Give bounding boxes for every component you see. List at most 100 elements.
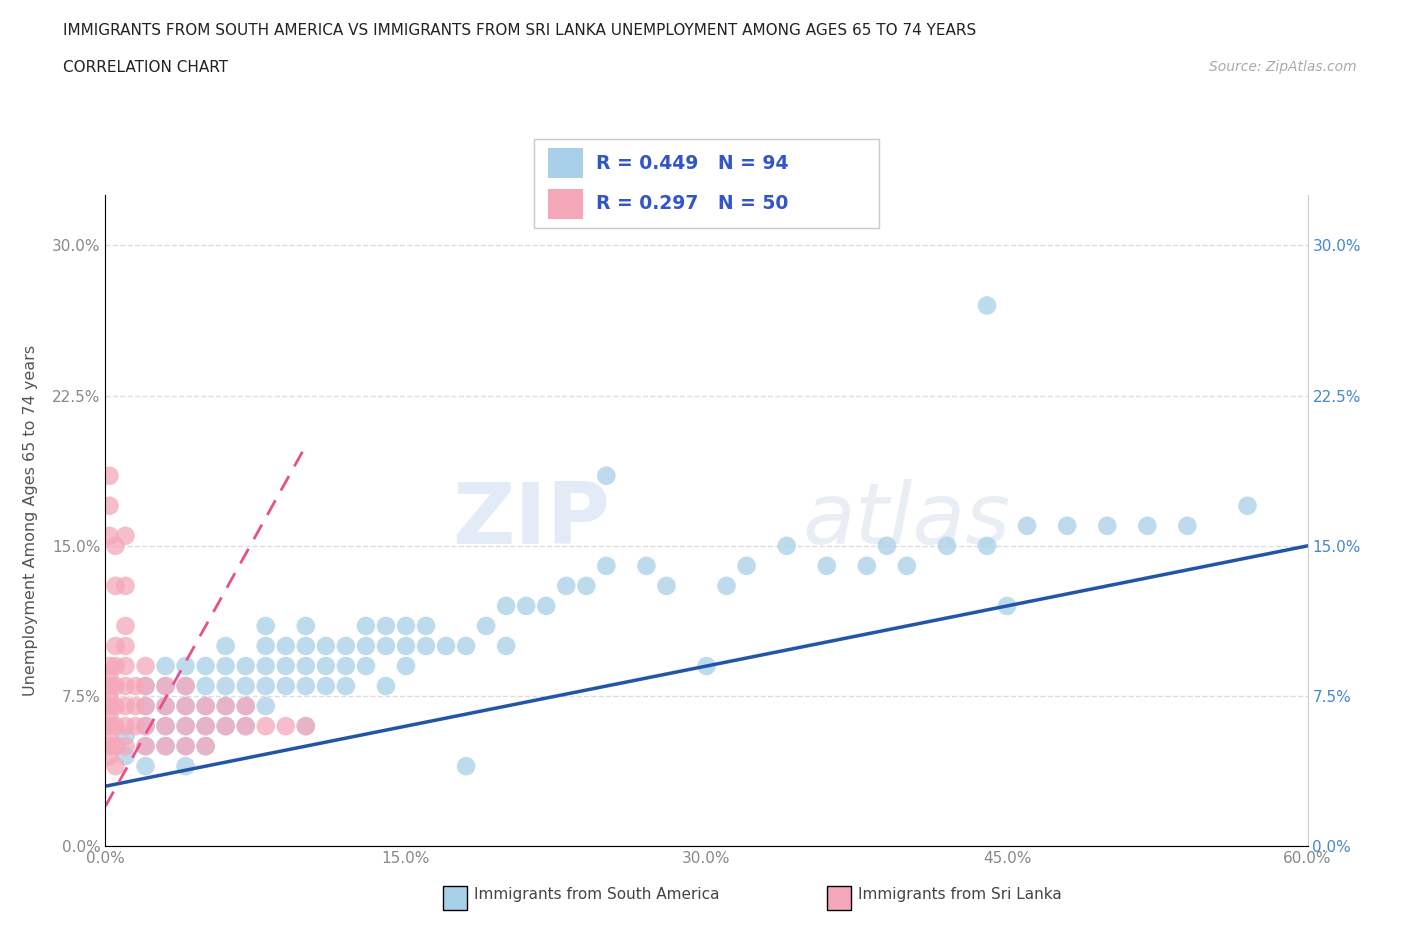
- Point: [295, 719, 318, 734]
- Point: [214, 719, 236, 734]
- Point: [114, 738, 136, 753]
- Point: [98, 749, 121, 764]
- Point: [295, 639, 318, 654]
- Point: [976, 298, 998, 312]
- Point: [174, 679, 197, 694]
- Point: [114, 658, 136, 673]
- Point: [575, 578, 598, 593]
- Point: [534, 599, 557, 614]
- Point: [235, 698, 257, 713]
- Point: [936, 538, 959, 553]
- Point: [155, 658, 177, 673]
- Point: [104, 679, 127, 694]
- Point: [395, 639, 418, 654]
- Point: [114, 578, 136, 593]
- FancyBboxPatch shape: [548, 149, 582, 179]
- Point: [636, 558, 658, 573]
- Point: [194, 679, 217, 694]
- Point: [174, 719, 197, 734]
- Point: [135, 658, 157, 673]
- Point: [696, 658, 718, 673]
- Text: CORRELATION CHART: CORRELATION CHART: [63, 60, 228, 75]
- Point: [254, 679, 277, 694]
- Point: [1136, 518, 1159, 533]
- Point: [274, 658, 297, 673]
- Point: [114, 618, 136, 633]
- Point: [174, 698, 197, 713]
- Point: [896, 558, 918, 573]
- Point: [274, 719, 297, 734]
- Point: [1097, 518, 1119, 533]
- Point: [515, 599, 537, 614]
- Point: [194, 719, 217, 734]
- Point: [235, 719, 257, 734]
- Point: [174, 738, 197, 753]
- Point: [155, 679, 177, 694]
- Point: [735, 558, 758, 573]
- Point: [415, 618, 437, 633]
- Point: [194, 738, 217, 753]
- Point: [214, 658, 236, 673]
- Point: [274, 679, 297, 694]
- Point: [98, 679, 121, 694]
- Point: [174, 698, 197, 713]
- Point: [254, 719, 277, 734]
- Point: [1017, 518, 1039, 533]
- Point: [98, 669, 121, 684]
- Point: [174, 719, 197, 734]
- Point: [155, 698, 177, 713]
- Point: [395, 618, 418, 633]
- Point: [135, 738, 157, 753]
- Text: Source: ZipAtlas.com: Source: ZipAtlas.com: [1209, 60, 1357, 74]
- Point: [194, 698, 217, 713]
- Point: [374, 679, 398, 694]
- Point: [114, 729, 136, 744]
- Point: [495, 639, 517, 654]
- Point: [194, 719, 217, 734]
- Point: [235, 719, 257, 734]
- Point: [254, 639, 277, 654]
- Point: [335, 658, 357, 673]
- Point: [104, 759, 127, 774]
- Point: [434, 639, 457, 654]
- Point: [295, 618, 318, 633]
- Point: [335, 639, 357, 654]
- Point: [776, 538, 799, 553]
- Point: [155, 738, 177, 753]
- Point: [274, 639, 297, 654]
- Point: [114, 698, 136, 713]
- Point: [98, 688, 121, 703]
- Point: [155, 738, 177, 753]
- Point: [475, 618, 498, 633]
- Point: [395, 658, 418, 673]
- Point: [495, 599, 517, 614]
- Point: [595, 558, 617, 573]
- Point: [135, 738, 157, 753]
- Point: [104, 698, 127, 713]
- Text: R = 0.449   N = 94: R = 0.449 N = 94: [596, 153, 789, 173]
- Point: [104, 578, 127, 593]
- FancyBboxPatch shape: [548, 189, 582, 219]
- Point: [174, 738, 197, 753]
- Point: [174, 658, 197, 673]
- Point: [1056, 518, 1078, 533]
- Point: [114, 719, 136, 734]
- Point: [855, 558, 877, 573]
- Point: [155, 698, 177, 713]
- Point: [595, 469, 617, 484]
- Point: [114, 639, 136, 654]
- Point: [104, 719, 127, 734]
- Point: [235, 658, 257, 673]
- Point: [1177, 518, 1199, 533]
- Point: [98, 719, 121, 734]
- Point: [174, 679, 197, 694]
- Point: [104, 639, 127, 654]
- Point: [104, 738, 127, 753]
- Point: [374, 618, 398, 633]
- Point: [124, 698, 146, 713]
- Point: [135, 679, 157, 694]
- Point: [976, 538, 998, 553]
- Point: [214, 698, 236, 713]
- Point: [194, 698, 217, 713]
- Point: [135, 698, 157, 713]
